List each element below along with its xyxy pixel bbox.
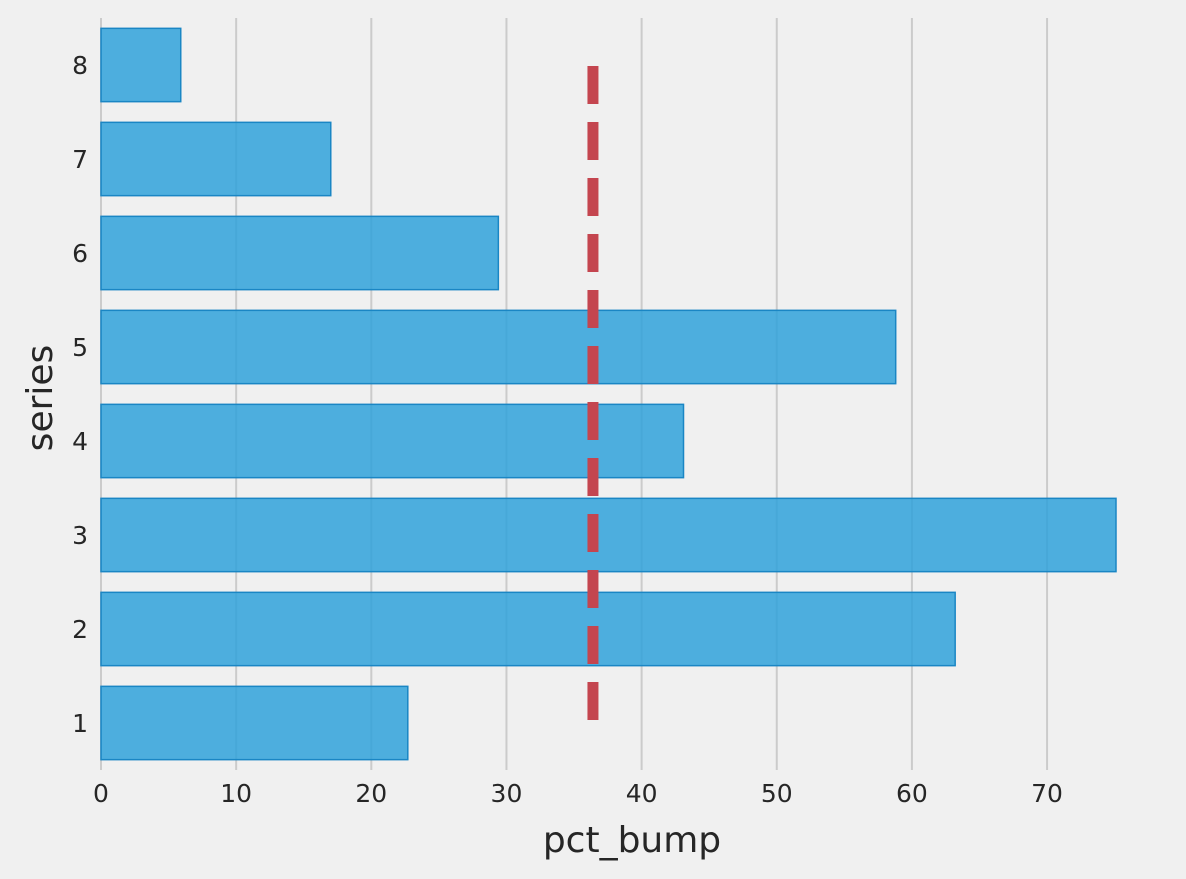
x-tick-label-60: 60 [896, 779, 928, 808]
x-tick-label-0: 0 [93, 779, 109, 808]
y-axis-title: series [20, 345, 61, 452]
y-tick-label-5: 5 [72, 333, 88, 362]
x-tick-label-20: 20 [355, 779, 387, 808]
x-tick-label-10: 10 [220, 779, 252, 808]
bar-series-8 [100, 27, 182, 103]
bar-series-6 [100, 215, 500, 291]
y-tick-label-6: 6 [72, 239, 88, 268]
y-tick-label-1: 1 [72, 709, 88, 738]
x-tick-label-40: 40 [626, 779, 658, 808]
x-tick-labels: 0 10 20 30 40 50 60 70 [93, 779, 1063, 808]
bars [100, 27, 1117, 761]
y-tick-label-2: 2 [72, 615, 88, 644]
y-tick-label-4: 4 [72, 427, 88, 456]
y-tick-label-7: 7 [72, 145, 88, 174]
y-tick-labels: 1 2 3 4 5 6 7 8 [72, 51, 88, 738]
x-tick-label-50: 50 [761, 779, 793, 808]
x-tick-label-30: 30 [491, 779, 523, 808]
y-tick-label-3: 3 [72, 521, 88, 550]
x-axis-title: pct_bump [543, 820, 721, 861]
bar-series-7 [100, 121, 332, 197]
bar-series-5 [100, 309, 897, 385]
bar-series-3 [100, 497, 1117, 573]
bar-series-1 [100, 685, 409, 761]
bar-series-4 [100, 403, 685, 479]
x-tick-label-70: 70 [1031, 779, 1063, 808]
y-tick-label-8: 8 [72, 51, 88, 80]
bar-series-2 [100, 591, 956, 667]
